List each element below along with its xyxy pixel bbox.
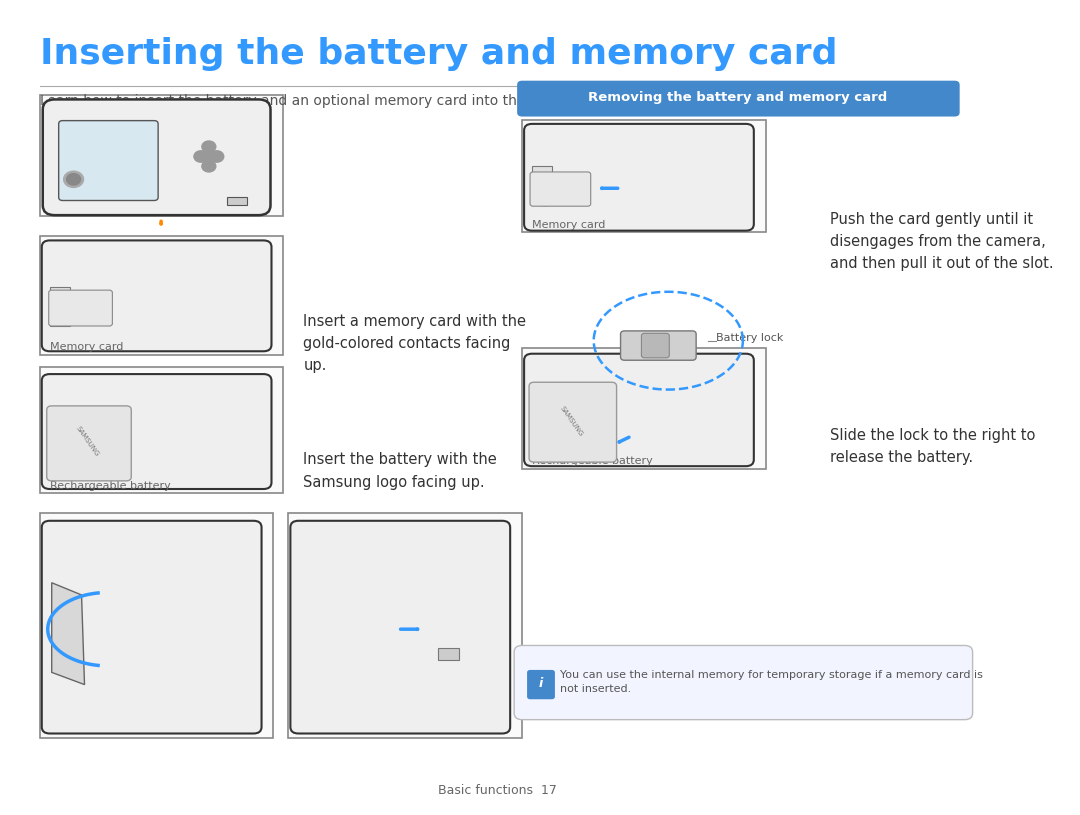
Circle shape: [202, 141, 216, 152]
FancyBboxPatch shape: [49, 290, 112, 326]
FancyBboxPatch shape: [621, 331, 697, 360]
Text: Rechargeable battery: Rechargeable battery: [532, 456, 652, 466]
FancyBboxPatch shape: [530, 172, 591, 206]
FancyBboxPatch shape: [42, 240, 271, 351]
Text: Inserting the battery and memory card: Inserting the battery and memory card: [40, 37, 837, 71]
Text: i: i: [539, 677, 543, 690]
FancyBboxPatch shape: [522, 120, 766, 232]
Polygon shape: [52, 583, 84, 685]
FancyBboxPatch shape: [291, 521, 510, 734]
Text: Removing the battery and memory card: Removing the battery and memory card: [589, 91, 888, 104]
Text: You can use the internal memory for temporary storage if a memory card is
not in: You can use the internal memory for temp…: [559, 670, 983, 694]
Text: Push the card gently until it
disengages from the camera,
and then pull it out o: Push the card gently until it disengages…: [831, 212, 1054, 271]
FancyBboxPatch shape: [522, 348, 766, 469]
FancyBboxPatch shape: [524, 354, 754, 466]
FancyBboxPatch shape: [40, 367, 283, 493]
Text: Slide the lock to the right to
release the battery.: Slide the lock to the right to release t…: [831, 428, 1036, 465]
FancyBboxPatch shape: [58, 121, 158, 200]
Circle shape: [67, 174, 81, 185]
Circle shape: [205, 153, 213, 160]
FancyBboxPatch shape: [43, 99, 270, 215]
Bar: [532, 166, 552, 205]
Text: Insert the battery with the
Samsung logo facing up.: Insert the battery with the Samsung logo…: [303, 452, 497, 490]
Circle shape: [202, 161, 216, 172]
Text: Rechargeable battery: Rechargeable battery: [50, 481, 171, 491]
FancyBboxPatch shape: [42, 521, 261, 734]
FancyBboxPatch shape: [517, 81, 960, 117]
FancyBboxPatch shape: [40, 513, 273, 738]
FancyBboxPatch shape: [514, 645, 973, 720]
Bar: [437, 648, 459, 660]
FancyBboxPatch shape: [642, 333, 670, 358]
Text: SAMSUNG: SAMSUNG: [558, 405, 583, 438]
FancyBboxPatch shape: [529, 382, 617, 462]
Text: Battery lock: Battery lock: [716, 333, 783, 343]
Text: Memory card: Memory card: [50, 342, 123, 352]
FancyBboxPatch shape: [40, 236, 283, 355]
Text: Basic functions  17: Basic functions 17: [437, 784, 556, 797]
Bar: [227, 197, 246, 205]
Bar: [50, 287, 69, 326]
Circle shape: [194, 151, 207, 162]
Circle shape: [64, 171, 83, 187]
FancyBboxPatch shape: [288, 513, 522, 738]
Circle shape: [210, 151, 224, 162]
FancyBboxPatch shape: [40, 95, 283, 216]
FancyBboxPatch shape: [42, 374, 271, 489]
FancyBboxPatch shape: [46, 406, 132, 481]
Text: Learn how to insert the battery and an optional memory card into the camera.: Learn how to insert the battery and an o…: [40, 94, 586, 108]
FancyBboxPatch shape: [527, 670, 555, 699]
Text: Memory card: Memory card: [532, 220, 606, 230]
Text: SAMSUNG: SAMSUNG: [75, 425, 100, 458]
Text: Insert a memory card with the
gold-colored contacts facing
up.: Insert a memory card with the gold-color…: [303, 314, 526, 373]
FancyBboxPatch shape: [524, 124, 754, 231]
